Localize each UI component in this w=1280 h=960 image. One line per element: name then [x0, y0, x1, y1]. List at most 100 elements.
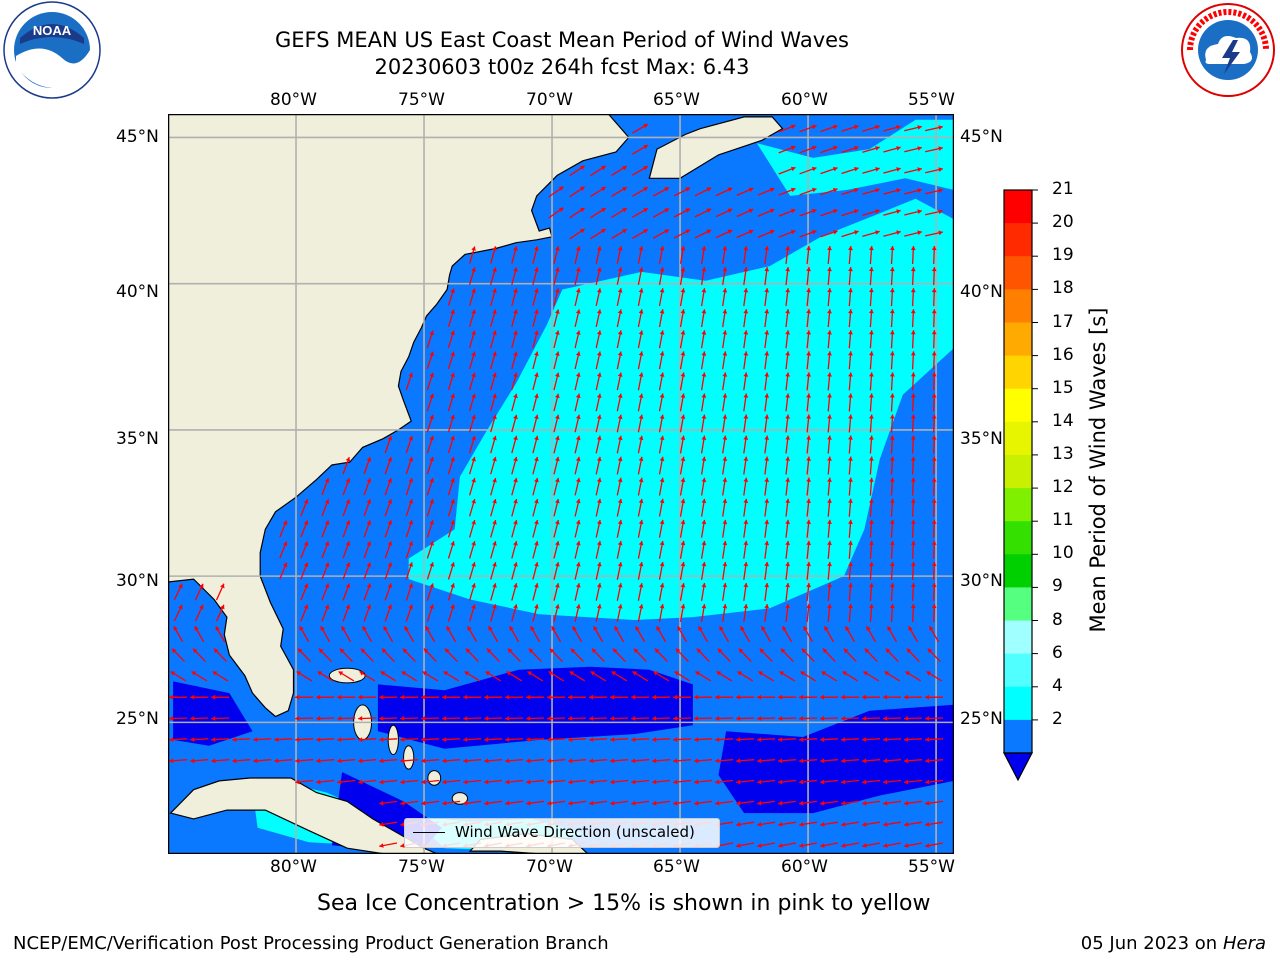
- wave-direction-arrowhead: [444, 648, 450, 654]
- wave-direction-arrowhead: [862, 758, 867, 764]
- wave-direction-arrowhead: [345, 583, 351, 589]
- wave-direction-arrowhead: [324, 499, 330, 504]
- wave-direction-arrowhead: [910, 540, 916, 545]
- wave-direction-arrowhead: [575, 435, 581, 441]
- wave-direction-arrowhead: [575, 583, 581, 588]
- wave-direction-arrowhead: [695, 671, 701, 676]
- wave-direction-arrowhead: [484, 694, 489, 700]
- wave-direction-arrowhead: [303, 499, 309, 504]
- wave-direction-arrowhead: [568, 694, 573, 700]
- wave-direction-arrowhead: [513, 499, 518, 504]
- wave-direction-arrowhead: [638, 519, 644, 525]
- wave-direction-arrowhead: [596, 393, 602, 398]
- lat-tick-left: 35°N: [116, 429, 159, 449]
- wave-direction-arrowhead: [492, 372, 497, 378]
- legend-line-sample: [413, 832, 445, 833]
- wave-direction-arrowhead: [534, 499, 539, 504]
- wave-direction-arrowhead: [889, 604, 895, 609]
- wave-direction-arrowhead: [927, 648, 933, 654]
- wave-direction-arrowhead: [889, 330, 895, 335]
- wave-direction-arrowhead: [471, 478, 476, 483]
- wave-direction-arrowhead: [534, 435, 539, 441]
- colorbar-tick-label: 16: [1052, 344, 1074, 365]
- wave-direction-arrowhead: [659, 562, 665, 567]
- land-bahamas-island: [403, 745, 415, 770]
- wave-direction-arrowhead: [638, 267, 644, 272]
- wave-direction-arrowhead: [190, 758, 195, 764]
- wave-direction-arrowhead: [169, 737, 174, 742]
- wave-direction-arrowhead: [379, 758, 384, 764]
- wave-direction-arrowhead: [492, 309, 497, 314]
- wave-direction-arrowhead: [555, 562, 560, 567]
- wave-direction-arrowhead: [643, 229, 648, 234]
- map-subtitle: 20230603 t00z 264h fcst Max: 6.43: [374, 55, 750, 79]
- wave-direction-arrowhead: [295, 737, 300, 742]
- wave-direction-arrowhead: [848, 267, 853, 272]
- wave-direction-arrowhead: [633, 648, 639, 654]
- wave-direction-arrowhead: [366, 562, 372, 567]
- wave-direction-arrowhead: [757, 779, 762, 785]
- wave-direction-arrowhead: [596, 351, 602, 356]
- wave-direction-arrowhead: [366, 583, 372, 588]
- wave-direction-arrowhead: [596, 477, 602, 483]
- wave-direction-arrowhead: [547, 694, 552, 700]
- wave-direction-arrowhead: [896, 125, 901, 130]
- wave-direction-arrowhead: [680, 604, 686, 609]
- wave-period-region-below-2s: [718, 704, 954, 814]
- wave-direction-arrowhead: [401, 671, 407, 676]
- wave-direction-arrowhead: [303, 562, 309, 568]
- wave-direction-arrowhead: [862, 779, 867, 785]
- wave-direction-arrowhead: [748, 208, 754, 214]
- wave-direction-arrowhead: [467, 626, 472, 631]
- wave-direction-arrowhead: [938, 146, 943, 151]
- wave-direction-arrowhead: [806, 267, 811, 272]
- colorbar-segment: [1004, 322, 1032, 357]
- wave-direction-arrowhead: [790, 145, 796, 151]
- colorbar-segment: [1004, 653, 1032, 688]
- wave-direction-arrowhead: [601, 165, 606, 171]
- colorbar-segment: [1004, 686, 1032, 721]
- lon-tick-bottom: 60°W: [781, 857, 828, 877]
- wave-direction-arrowhead: [575, 330, 581, 335]
- wave-direction-arrowhead: [610, 694, 615, 700]
- wave-direction-arrowhead: [492, 583, 497, 588]
- wave-direction-arrowhead: [590, 671, 596, 676]
- wave-direction-arrowhead: [875, 209, 880, 214]
- wave-direction-arrowhead: [694, 779, 699, 785]
- wave-direction-arrowhead: [785, 477, 790, 482]
- colorbar-tick-label: 18: [1052, 278, 1074, 299]
- land-bahamas-island: [328, 667, 366, 684]
- wave-direction-arrowhead: [848, 519, 853, 524]
- wave-direction-arrowhead: [743, 414, 749, 419]
- wave-direction-arrowhead: [429, 520, 434, 525]
- wave-direction-arrowhead: [345, 604, 351, 610]
- wave-direction-arrowhead: [450, 457, 455, 462]
- wave-direction-arrowhead: [463, 779, 468, 785]
- wave-direction-arrowhead: [727, 208, 733, 213]
- wave-direction-arrowhead: [869, 540, 874, 545]
- wave-direction-arrowhead: [638, 477, 644, 483]
- wave-direction-arrowhead: [757, 822, 762, 827]
- wave-direction-arrowhead: [764, 288, 770, 293]
- wave-period-region-4-6s: [756, 119, 954, 196]
- wave-map: [167, 113, 955, 864]
- wave-direction-arrowhead: [505, 800, 510, 806]
- wave-direction-arrowhead: [887, 626, 892, 631]
- wave-direction-arrowhead: [442, 800, 447, 806]
- lon-tick-bottom: 65°W: [653, 857, 700, 877]
- wave-direction-arrowhead: [799, 694, 804, 700]
- lon-tick-top: 60°W: [781, 90, 828, 110]
- colorbar-tick-label: 14: [1052, 410, 1074, 431]
- wave-direction-arrowhead: [547, 800, 552, 806]
- wave-direction-arrowhead: [513, 372, 518, 378]
- wave-direction-arrowhead: [555, 372, 560, 378]
- wave-direction-arrowhead: [555, 330, 560, 335]
- wave-direction-arrowhead: [889, 351, 895, 356]
- wave-direction-arrowhead: [534, 351, 539, 356]
- wave-direction-arrowhead: [904, 694, 908, 700]
- wave-direction-arrowhead: [701, 456, 707, 461]
- wave-direction-arrowhead: [938, 125, 943, 130]
- wave-direction-arrowhead: [534, 520, 539, 525]
- wave-direction-arrowhead: [764, 246, 770, 251]
- colorbar-frame: [1003, 189, 1033, 754]
